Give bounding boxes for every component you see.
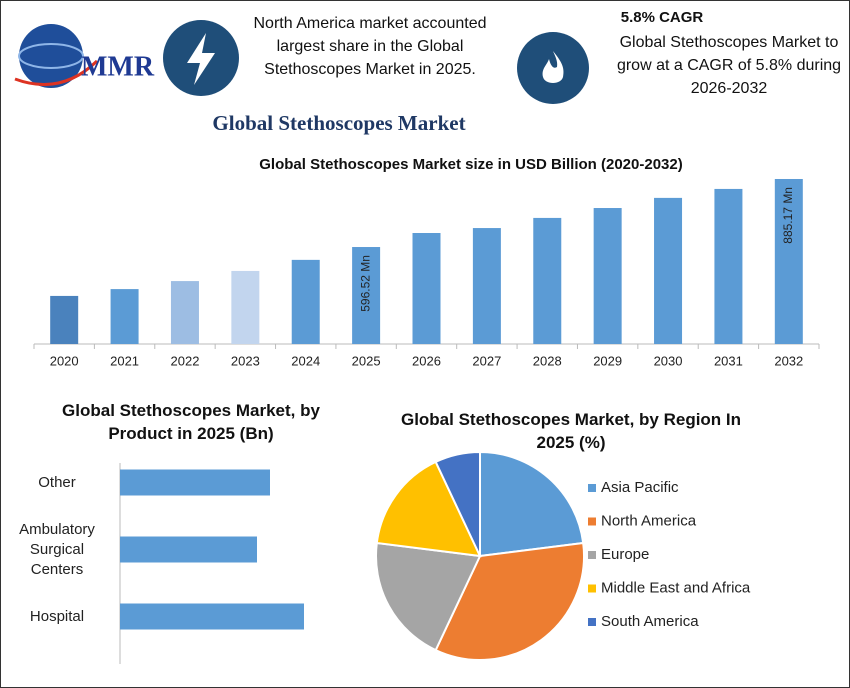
cagr-title: 5.8% CAGR (620, 9, 704, 26)
logo-swoosh (14, 59, 99, 87)
bar (533, 217, 562, 344)
legend-label: South America (601, 613, 699, 630)
flame-icon (542, 51, 564, 83)
bar (170, 281, 199, 344)
x-tick-label: 2032 (774, 353, 803, 368)
pie-slice (375, 460, 482, 558)
x-tick-label: 2022 (171, 353, 200, 368)
x-tick-label: 2021 (110, 353, 139, 368)
bar (774, 178, 803, 344)
x-tick-label: 2031 (714, 353, 743, 368)
value-label: 596.52 Mn (358, 255, 372, 312)
legend-label: Middle East and Africa (601, 579, 751, 596)
bar (120, 536, 257, 563)
legend-label: North America (601, 512, 697, 529)
y-tick-label: Hospital (29, 607, 85, 625)
chart-title: Global Stethoscopes Market, by Region In… (400, 410, 742, 452)
value-label: 885.17 Mn (781, 187, 795, 244)
x-tick-label: 2020 (50, 353, 79, 368)
logo-text: MMR (81, 51, 155, 82)
bar (231, 270, 260, 344)
bar (714, 188, 743, 344)
bar (120, 603, 304, 630)
x-tick-label: 2025 (352, 353, 381, 368)
logo-globe (19, 24, 83, 88)
bar (593, 208, 622, 344)
x-tick-label: 2029 (593, 353, 622, 368)
x-tick-label: 2024 (291, 353, 320, 368)
x-tick-label: 2027 (472, 353, 501, 368)
y-tick-label: Ambulatory Surgical Centers (19, 520, 95, 578)
note: North America market accounted largest s… (253, 15, 487, 78)
x-tick-label: 2028 (533, 353, 562, 368)
x-tick-label: 2023 (231, 353, 260, 368)
legend-swatch (588, 618, 596, 626)
cagr-text: Global Stethoscopes Market to grow at a … (616, 34, 842, 97)
bar (50, 295, 79, 344)
chart-title: Global Stethoscopes Market size in USD B… (259, 156, 683, 173)
legend-label: Asia Pacific (601, 479, 679, 496)
bar (110, 289, 139, 344)
legend-swatch (588, 517, 596, 526)
legend-swatch (588, 551, 596, 559)
legend-label: Europe (601, 546, 649, 563)
bar (412, 233, 441, 344)
y-tick-label: Other (38, 473, 76, 491)
bar (352, 247, 381, 344)
bar (291, 259, 320, 344)
pie-slice (479, 450, 585, 558)
x-tick-label: 2030 (654, 353, 683, 368)
bar (472, 228, 501, 344)
bar (654, 197, 683, 344)
logo-ring (18, 43, 84, 69)
bolt-icon (187, 33, 215, 85)
pie-slice (375, 541, 482, 652)
legend-swatch (588, 484, 596, 492)
pie-slice (434, 450, 481, 557)
chart-title: Global Stethoscopes Market, by Product i… (62, 401, 320, 443)
legend-swatch (588, 584, 596, 593)
bar (120, 469, 270, 496)
main-title: Global Stethoscopes Market (212, 111, 465, 135)
x-tick-label: 2026 (412, 353, 441, 368)
